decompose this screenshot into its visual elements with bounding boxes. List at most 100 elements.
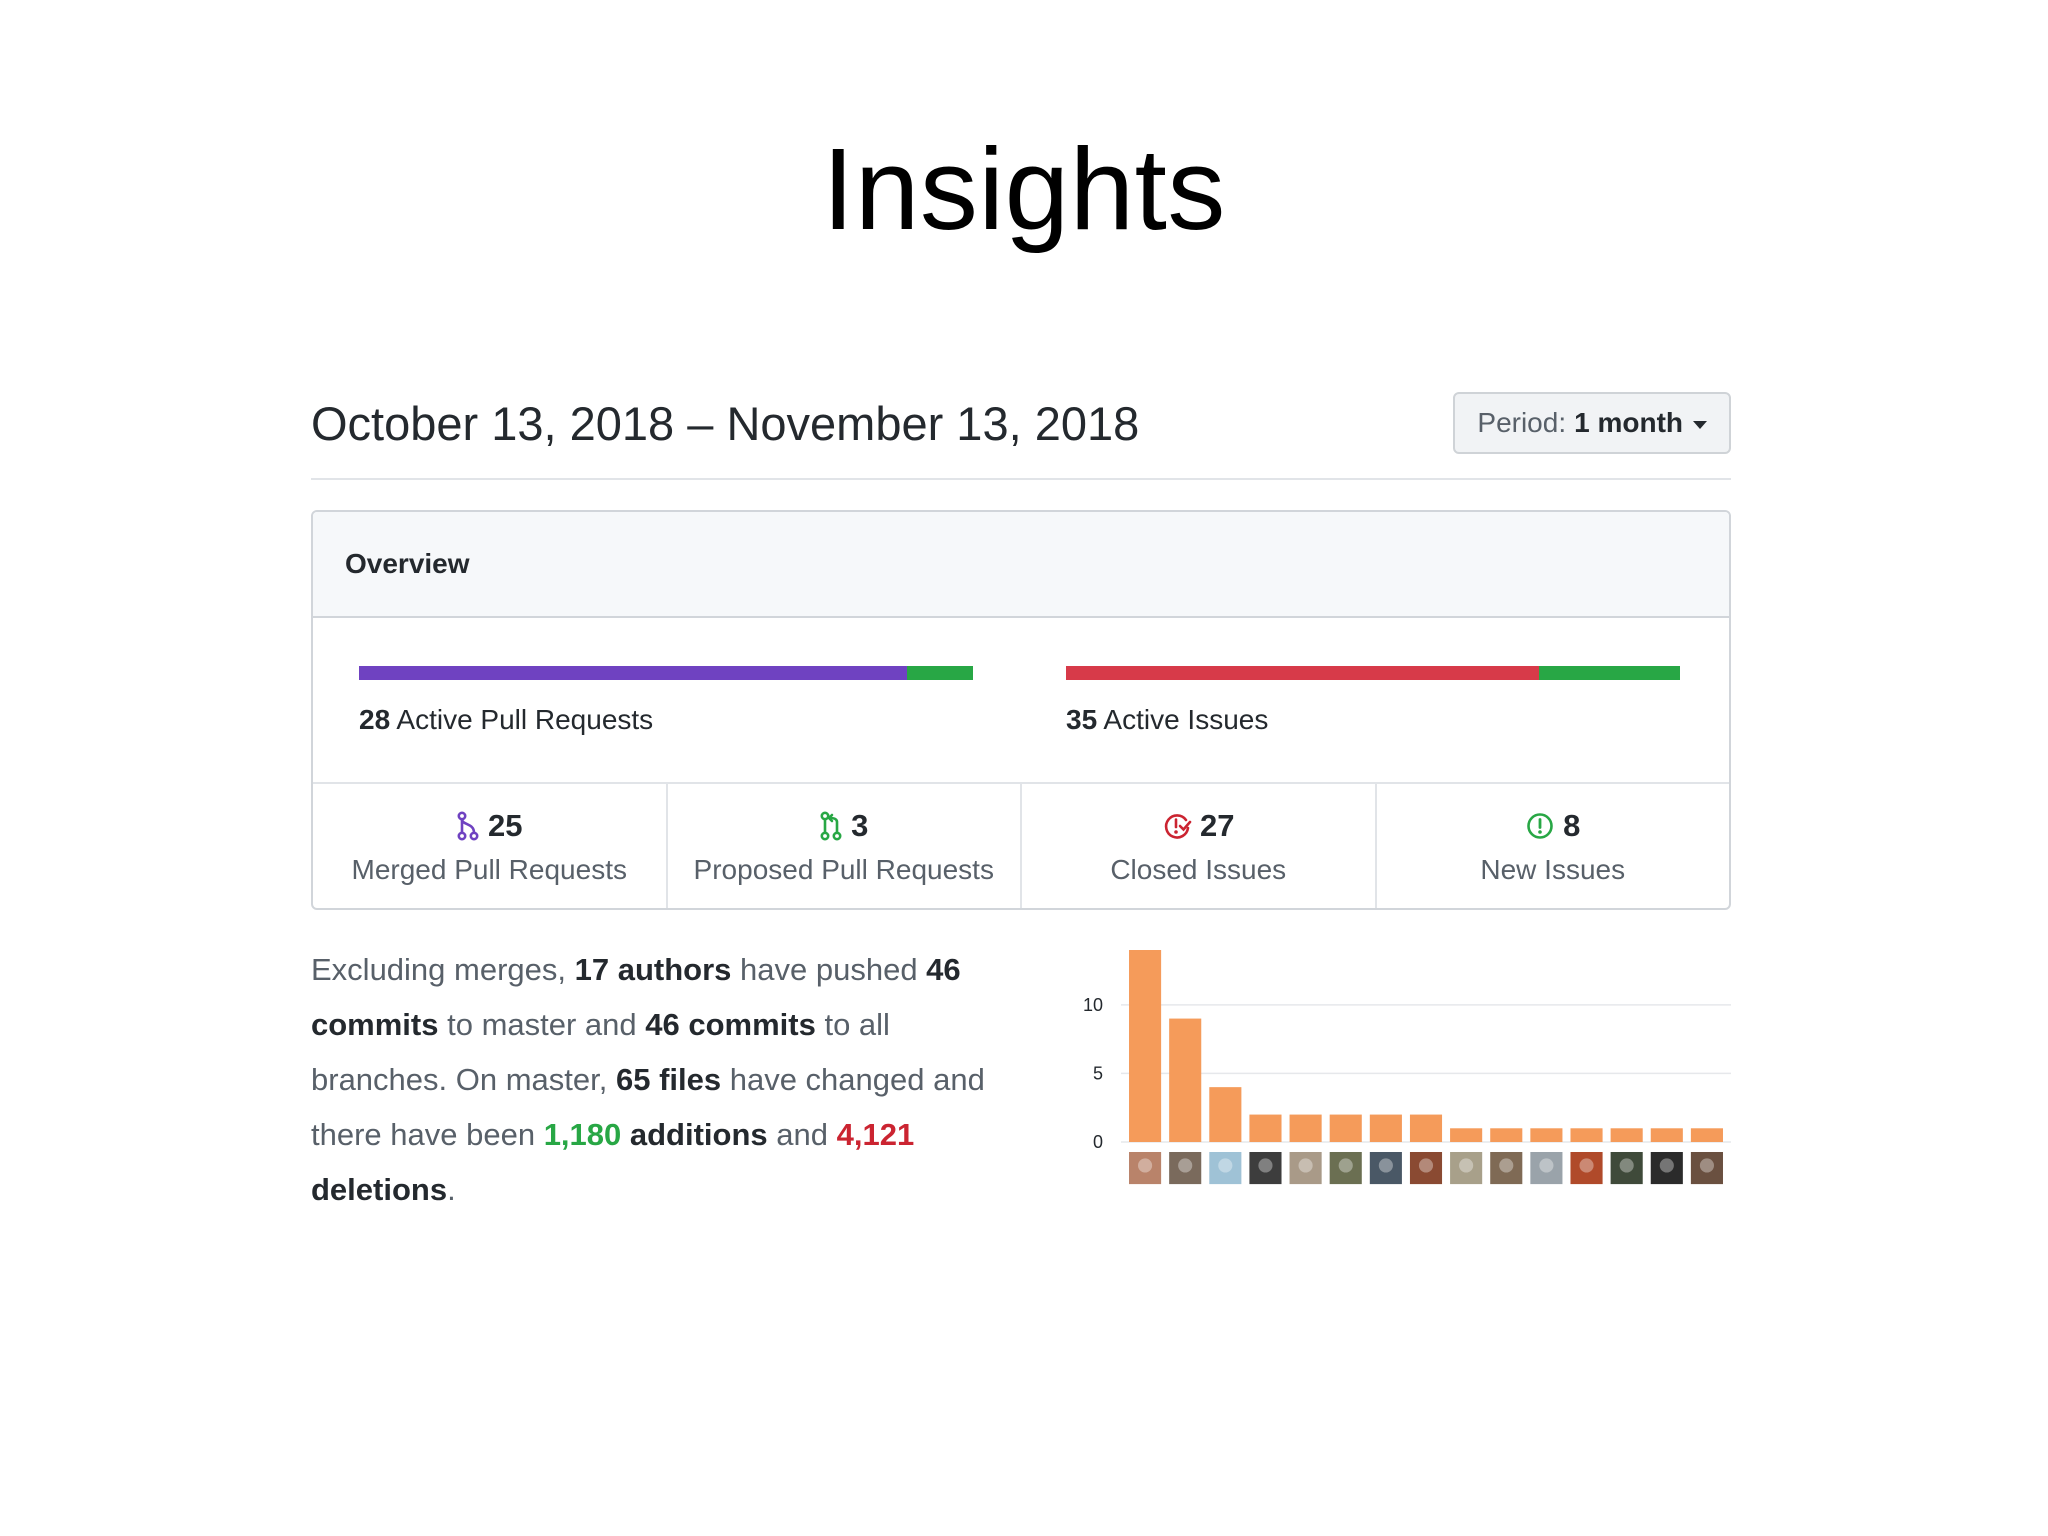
deletions-label: deletions: [311, 1172, 448, 1207]
author-bar[interactable]: [1610, 1128, 1643, 1142]
git-pull-request-icon: [820, 811, 842, 841]
avatar-face-icon: [1338, 1158, 1353, 1173]
active-issues-count: 35: [1066, 704, 1098, 735]
active-pull-requests-label: 28 Active Pull Requests: [359, 704, 973, 736]
author-bar[interactable]: [1490, 1128, 1523, 1142]
closed-issues-label: Closed Issues: [1110, 854, 1287, 885]
author-bar[interactable]: [1530, 1128, 1563, 1142]
avatar-face-icon: [1378, 1158, 1393, 1173]
pull-requests-summary[interactable]: 28 Active Pull Requests: [359, 666, 973, 736]
overview-title: Overview: [345, 548, 470, 579]
author-avatar[interactable]: [1570, 1152, 1603, 1185]
new-segment: [1539, 666, 1680, 680]
author-avatar[interactable]: [1129, 1152, 1162, 1185]
avatar-face-icon: [1659, 1158, 1674, 1173]
issues-bar: [1066, 666, 1680, 680]
author-bar[interactable]: [1249, 1114, 1282, 1142]
author-avatar[interactable]: [1209, 1152, 1242, 1185]
merged-pull-requests-count: 25: [488, 808, 523, 843]
additions-label: additions: [621, 1117, 768, 1152]
author-avatar[interactable]: [1450, 1152, 1483, 1185]
proposed-segment: [907, 666, 973, 680]
additions-count: 1,180: [543, 1117, 622, 1152]
summary-text: .: [447, 1172, 456, 1207]
proposed-pull-requests-count: 3: [851, 808, 869, 843]
author-avatar[interactable]: [1650, 1152, 1683, 1185]
files-changed[interactable]: 65 files: [615, 1062, 722, 1097]
author-bar[interactable]: [1570, 1128, 1603, 1142]
author-avatar[interactable]: [1329, 1152, 1362, 1185]
period-value: 1 month: [1574, 407, 1683, 438]
summary-text: Excluding merges,: [311, 952, 575, 987]
avatar-face-icon: [1699, 1158, 1714, 1173]
author-bar[interactable]: [1209, 1087, 1242, 1142]
author-bar[interactable]: [1409, 1114, 1443, 1142]
insights-panel: October 13, 2018 – November 13, 2018 Per…: [311, 390, 1731, 1207]
author-bar[interactable]: [1329, 1114, 1362, 1142]
summary-text: have pushed: [731, 952, 927, 987]
date-range: October 13, 2018 – November 13, 2018: [311, 397, 1140, 450]
author-avatar[interactable]: [1690, 1152, 1723, 1185]
period-label: Period:: [1477, 407, 1567, 438]
closed-segment: [1066, 666, 1540, 680]
stats-row: 25 Merged Pull Requests: [313, 784, 1730, 908]
commit-summary: Excluding merges, 17 authors have pushed…: [311, 942, 1011, 1217]
y-tick-label: 0: [1093, 1132, 1103, 1152]
y-tick-label: 5: [1093, 1063, 1103, 1083]
author-avatar[interactable]: [1490, 1152, 1523, 1185]
author-avatar[interactable]: [1169, 1152, 1202, 1185]
merged-pull-requests-label: Merged Pull Requests: [351, 854, 627, 885]
stat-new-issues[interactable]: 8 New Issues: [1377, 784, 1730, 908]
y-tick-label: 10: [1083, 995, 1103, 1015]
avatar-face-icon: [1499, 1158, 1514, 1173]
new-issues-count: 8: [1563, 808, 1581, 843]
date-header: October 13, 2018 – November 13, 2018 Per…: [311, 390, 1731, 480]
pull-requests-bar: [359, 666, 973, 680]
avatar-face-icon: [1178, 1158, 1193, 1173]
commits-by-author-chart: 0 5 10: [1031, 942, 1731, 1212]
author-bar[interactable]: [1690, 1128, 1723, 1142]
author-bar[interactable]: [1289, 1114, 1322, 1142]
slide-title: Insights: [822, 124, 1226, 254]
commits-to-master[interactable]: 46 commits: [311, 952, 961, 1042]
summary-text: have changed and there have been: [311, 1062, 985, 1152]
git-merge-icon: [457, 811, 479, 841]
stat-proposed-pull-requests[interactable]: 3 Proposed Pull Requests: [668, 784, 1022, 908]
avatar-face-icon: [1418, 1158, 1434, 1173]
author-avatar[interactable]: [1409, 1152, 1443, 1185]
active-pull-requests-count: 28: [359, 704, 391, 735]
author-avatar[interactable]: [1369, 1152, 1402, 1185]
overview-box: Overview 28 Active Pull Requests: [311, 510, 1731, 910]
author-avatar[interactable]: [1610, 1152, 1643, 1185]
author-bar[interactable]: [1450, 1128, 1483, 1142]
author-avatar[interactable]: [1530, 1152, 1563, 1185]
commits-to-all-branches[interactable]: 46 commits: [645, 1007, 816, 1042]
caret-down-icon: [1693, 420, 1707, 429]
issue-closed-icon: [1164, 814, 1192, 839]
active-pull-requests-text: Active Pull Requests: [396, 704, 654, 735]
author-bar[interactable]: [1369, 1114, 1402, 1142]
stat-closed-issues[interactable]: 27 Closed Issues: [1022, 784, 1377, 908]
activity-bars: 28 Active Pull Requests 35 Active Issues: [313, 618, 1729, 784]
proposed-pull-requests-label: Proposed Pull Requests: [693, 854, 994, 885]
authors-count[interactable]: 17 authors: [574, 952, 732, 987]
author-bar[interactable]: [1650, 1128, 1683, 1142]
author-avatar[interactable]: [1249, 1152, 1282, 1185]
author-bar[interactable]: [1129, 950, 1162, 1142]
summary-text: to master and: [438, 1007, 646, 1042]
avatar-face-icon: [1619, 1158, 1634, 1173]
chart-svg: 0 5 10: [1083, 950, 1731, 1185]
stat-merged-pull-requests[interactable]: 25 Merged Pull Requests: [313, 784, 668, 908]
avatar-face-icon: [1298, 1158, 1313, 1173]
issues-summary[interactable]: 35 Active Issues: [1066, 666, 1680, 736]
summary-text: to all branches. On master,: [311, 1007, 890, 1097]
avatar-face-icon: [1459, 1158, 1474, 1173]
new-issues-label: New Issues: [1480, 854, 1626, 885]
period-dropdown-button[interactable]: Period: 1 month: [1453, 392, 1731, 454]
author-bar[interactable]: [1169, 1018, 1202, 1142]
avatar-face-icon: [1258, 1158, 1273, 1173]
avatar-face-icon: [1579, 1158, 1594, 1173]
merged-segment: [359, 666, 908, 680]
author-avatar[interactable]: [1289, 1152, 1322, 1185]
overview-header: Overview: [313, 512, 1729, 618]
